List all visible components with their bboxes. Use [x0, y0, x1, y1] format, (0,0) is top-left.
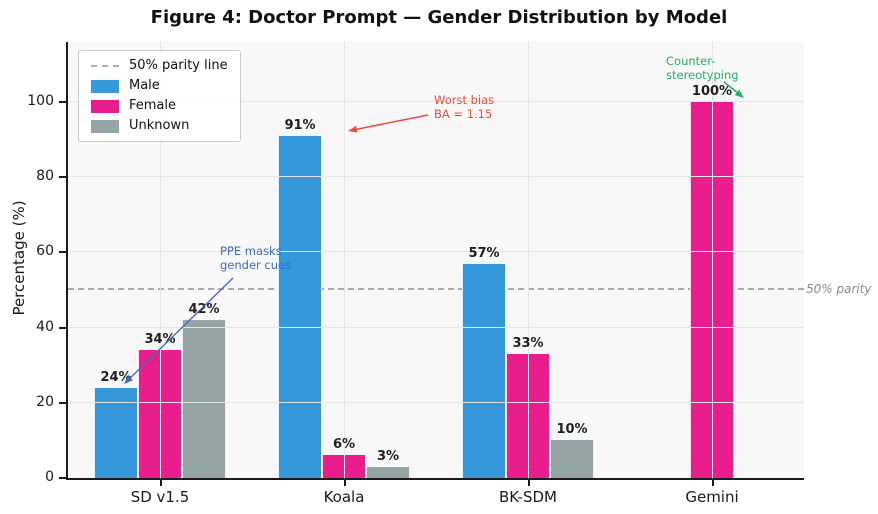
value-label-female-bk-sdm: 33%: [512, 335, 544, 351]
x-tick-mark: [160, 480, 162, 486]
plot-area: PPE masks gender cues Worst bias BA = 1.…: [66, 42, 804, 480]
y-tick-label: 20: [36, 393, 54, 410]
x-gridline: [160, 42, 161, 478]
annotation-ppe: PPE masks gender cues: [220, 244, 292, 272]
bar-unknown-bk-sdm: [550, 440, 594, 478]
y-tick-mark: [59, 401, 66, 404]
female-color-swatch: [91, 99, 119, 113]
value-label-male-bk-sdm: 57%: [468, 245, 500, 261]
bar-male-koala: [278, 135, 322, 478]
bar-male-sd-v1-5: [94, 387, 138, 478]
legend-label-unknown: Unknown: [129, 118, 190, 133]
unknown-color-swatch: [91, 119, 119, 133]
x-tick-mark: [344, 480, 346, 486]
parity-dashed-line-swatch: [91, 65, 119, 67]
y-tick-mark: [59, 176, 66, 179]
legend-label-male: Male: [129, 78, 160, 93]
y-tick-label: 0: [45, 469, 54, 485]
y-tick-label: 100: [27, 93, 54, 110]
bar-unknown-koala: [366, 466, 410, 478]
y-tick-mark: [59, 326, 66, 329]
parity-line: [68, 288, 804, 291]
y-tick-mark: [59, 477, 66, 479]
parity-line-label: 50% parity: [806, 282, 872, 296]
annotation-worst-bias: Worst bias BA = 1.15: [434, 93, 495, 121]
x-gridline: [344, 42, 345, 478]
value-label-unknown-sd-v1-5: 42%: [188, 302, 220, 318]
x-gridline: [528, 42, 529, 478]
legend-label-parity: 50% parity line: [129, 58, 228, 73]
legend-item-male: Male: [91, 78, 228, 94]
legend-item-parity: 50% parity line: [91, 58, 228, 74]
y-tick-label: 60: [36, 243, 54, 260]
x-tick-label: SD v1.5: [130, 488, 190, 506]
x-tick-label: Koala: [323, 488, 365, 506]
y-gridline: [68, 176, 804, 178]
value-label-female-gemini: 100%: [691, 84, 733, 100]
x-tick-label: Gemini: [685, 488, 739, 506]
x-tick-mark: [528, 480, 530, 486]
y-tick-label: 40: [36, 318, 54, 335]
y-tick-label: 80: [36, 168, 54, 185]
x-gridline: [712, 42, 713, 478]
chart-title: Figure 4: Doctor Prompt — Gender Distrib…: [150, 7, 728, 28]
value-label-unknown-koala: 3%: [376, 448, 400, 464]
y-gridline: [68, 401, 804, 403]
legend-item-female: Female: [91, 98, 228, 114]
male-color-swatch: [91, 79, 119, 93]
y-gridline: [68, 326, 804, 328]
value-label-female-koala: 6%: [332, 437, 356, 453]
legend: 50% parity line Male Female Unknown: [78, 50, 241, 142]
x-tick-label: BK-SDM: [499, 488, 557, 506]
value-label-male-sd-v1-5: 24%: [100, 369, 132, 385]
y-tick-mark: [59, 101, 66, 104]
bar-male-bk-sdm: [462, 263, 506, 478]
value-label-unknown-bk-sdm: 10%: [556, 422, 588, 438]
annotation-counter-stereotyping: Counter- stereotyping: [666, 54, 739, 82]
legend-label-female: Female: [129, 98, 177, 113]
value-label-male-koala: 91%: [284, 117, 316, 133]
legend-item-unknown: Unknown: [91, 118, 228, 134]
y-gridline: [68, 101, 804, 103]
value-label-female-sd-v1-5: 34%: [144, 332, 176, 348]
x-tick-mark: [712, 480, 714, 486]
y-gridline: [68, 251, 804, 253]
y-tick-mark: [59, 251, 66, 254]
